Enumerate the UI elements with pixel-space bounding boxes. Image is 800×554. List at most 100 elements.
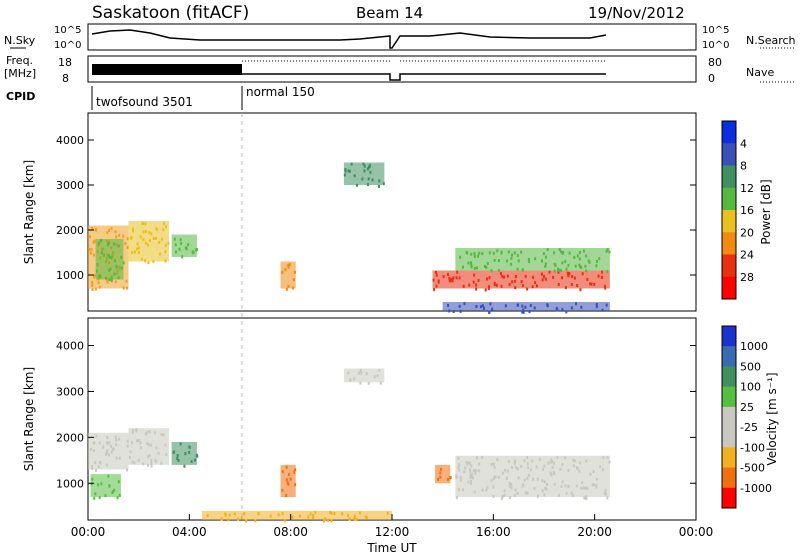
- data-cell: [488, 251, 491, 255]
- data-cell: [152, 260, 155, 264]
- data-cell: [100, 239, 103, 243]
- freq-label: Freq.: [6, 54, 33, 67]
- data-cell: [579, 288, 582, 292]
- data-cell: [521, 484, 524, 488]
- data-cell: [106, 231, 109, 235]
- data-cell: [497, 475, 500, 479]
- data-cell: [538, 457, 541, 461]
- data-cell: [510, 486, 513, 490]
- data-cell: [457, 488, 460, 492]
- y-tick-label: 4000: [56, 134, 84, 147]
- data-cell: [559, 250, 562, 254]
- data-cell: [473, 273, 476, 277]
- data-cell: [160, 461, 163, 465]
- data-cell: [546, 303, 549, 307]
- data-cell: [357, 371, 360, 375]
- data-cell: [564, 286, 567, 290]
- data-cell: [514, 275, 517, 279]
- data-cell: [608, 460, 611, 464]
- data-cell: [146, 442, 149, 446]
- data-cell: [589, 282, 592, 286]
- data-cell: [91, 477, 94, 481]
- data-cell: [155, 460, 158, 464]
- data-cell: [485, 488, 488, 492]
- data-cell: [435, 270, 438, 274]
- data-cell: [190, 459, 193, 463]
- data-cell: [150, 232, 153, 236]
- data-cell: [142, 462, 145, 466]
- data-cell: [164, 250, 167, 254]
- freq-frame: [87, 55, 697, 83]
- data-cell: [155, 446, 158, 450]
- data-cell: [228, 513, 231, 517]
- data-cell: [458, 468, 461, 472]
- data-cell: [94, 468, 97, 472]
- data-cell: [91, 287, 94, 291]
- data-cell: [179, 442, 182, 446]
- data-cell: [485, 277, 488, 281]
- data-cell: [437, 280, 440, 284]
- data-cell: [470, 265, 473, 269]
- data-cell: [448, 279, 451, 283]
- data-cell: [542, 274, 545, 278]
- data-cell: [188, 450, 191, 454]
- data-cell: [365, 372, 368, 376]
- data-cell: [448, 276, 451, 280]
- data-cell: [126, 468, 129, 472]
- data-cell: [591, 483, 594, 487]
- data-cell: [179, 238, 182, 242]
- data-cell: [468, 283, 471, 287]
- data-cell: [97, 465, 100, 469]
- power-ylabel: Slant Range [km]: [22, 160, 36, 264]
- data-cell: [350, 162, 353, 166]
- data-cell: [118, 456, 121, 460]
- data-cell: [535, 284, 538, 288]
- data-cell: [122, 261, 125, 265]
- data-cell: [184, 452, 187, 456]
- data-cell: [131, 227, 134, 231]
- data-cell: [206, 513, 209, 517]
- data-cell: [558, 248, 561, 252]
- colorbar-swatch: [722, 232, 736, 255]
- data-cell: [592, 483, 595, 487]
- data-cell: [516, 267, 519, 271]
- nsky-tick-low: 10^0: [54, 40, 81, 51]
- data-cell: [448, 309, 451, 313]
- data-cell: [150, 461, 153, 465]
- data-cell: [144, 259, 147, 263]
- data-cell: [555, 306, 558, 310]
- data-region-7: [455, 248, 610, 271]
- data-cell: [136, 439, 139, 443]
- data-cell: [481, 252, 484, 256]
- data-cell: [106, 448, 109, 452]
- data-cell: [606, 496, 609, 500]
- data-cell: [477, 279, 480, 283]
- data-cell: [254, 519, 257, 523]
- data-cell: [287, 472, 290, 476]
- data-cell: [516, 254, 519, 258]
- data-cell: [463, 470, 466, 474]
- x-tick-label: 20:00: [577, 525, 612, 539]
- data-cell: [514, 459, 517, 463]
- data-cell: [97, 483, 100, 487]
- data-cell: [135, 247, 138, 251]
- data-cell: [535, 465, 538, 469]
- data-cell: [131, 441, 134, 445]
- colorbar-tick-label: 100: [740, 381, 761, 394]
- data-cell: [483, 264, 486, 268]
- data-cell: [595, 305, 598, 309]
- data-cell: [528, 310, 531, 314]
- colorbar-tick-label: 16: [740, 204, 754, 217]
- data-cell: [449, 476, 452, 480]
- data-cell: [292, 278, 295, 282]
- data-cell: [148, 453, 151, 457]
- data-cell: [606, 248, 609, 252]
- data-cell: [595, 303, 598, 307]
- data-cell: [540, 272, 543, 276]
- time-axis: 00:00 04:00 08:00 12:00 16:00 20:00 00:00: [71, 514, 713, 539]
- data-cell: [471, 474, 474, 478]
- data-cell: [347, 371, 350, 375]
- data-cell: [495, 283, 498, 287]
- nsearch-label: N.Search: [746, 34, 796, 47]
- data-cell: [497, 268, 500, 272]
